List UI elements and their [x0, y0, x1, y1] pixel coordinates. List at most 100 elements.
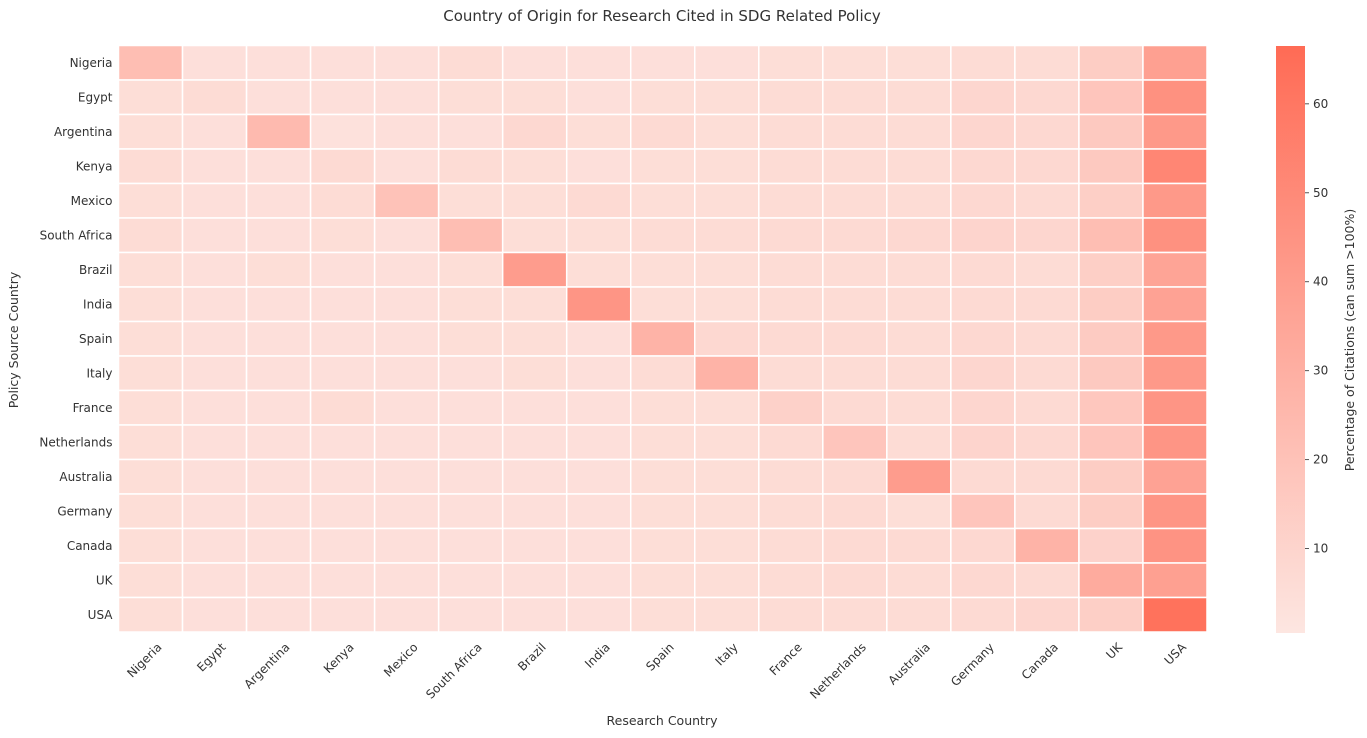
heatmap-cell: [950, 251, 1016, 288]
heatmap-cell: [950, 182, 1016, 219]
heatmap-cell: [181, 355, 248, 392]
heatmap-cell: [181, 79, 248, 116]
heatmap-cell: [629, 389, 696, 426]
heatmap-cell: [1078, 527, 1144, 564]
heatmap-cell: [694, 286, 760, 323]
heatmap-cell: [501, 458, 568, 495]
y-tick-label: France: [73, 401, 113, 415]
heatmap-cell: [1014, 79, 1080, 116]
heatmap-cell: [373, 527, 440, 564]
heatmap-cell: [245, 562, 312, 599]
heatmap-cell: [950, 355, 1016, 392]
heatmap-cell: [822, 562, 888, 599]
heatmap-cell: [501, 182, 568, 219]
heatmap-cell: [245, 389, 312, 426]
heatmap-cell: [181, 527, 248, 564]
heatmap-cell: [1142, 562, 1208, 599]
heatmap-cell: [373, 44, 440, 81]
heatmap-cell: [1078, 320, 1144, 357]
y-tick-label: USA: [88, 608, 114, 622]
heatmap-cell: [886, 113, 952, 150]
heatmap-cell: [373, 493, 440, 530]
heatmap-cell: [181, 424, 248, 461]
heatmap-cell: [822, 148, 888, 185]
x-tick-label: Egypt: [194, 640, 229, 675]
y-tick-label: Netherlands: [39, 435, 112, 449]
colorbar-tick-label: 60: [1313, 97, 1328, 111]
heatmap-cell: [309, 44, 376, 81]
heatmap-cell: [694, 527, 760, 564]
heatmap-cell: [373, 458, 440, 495]
heatmap-cell: [886, 527, 952, 564]
heatmap-cell: [309, 389, 376, 426]
heatmap-cell: [1078, 493, 1144, 530]
heatmap-cell: [373, 251, 440, 288]
heatmap-cell: [501, 562, 568, 599]
heatmap-cell: [117, 355, 184, 392]
heatmap-cell: [437, 217, 504, 254]
x-tick-label: Germany: [948, 640, 997, 689]
heatmap-cell: [373, 424, 440, 461]
heatmap-cell: [117, 320, 184, 357]
heatmap-cell: [694, 217, 760, 254]
heatmap-cell: [181, 493, 248, 530]
heatmap-cell: [117, 44, 184, 81]
x-axis-label: Research Country: [607, 713, 719, 728]
heatmap-cell: [501, 44, 568, 81]
x-tick-label: Netherlands: [807, 640, 869, 702]
heatmap-cell: [437, 424, 504, 461]
y-tick-label: Mexico: [71, 194, 113, 208]
y-tick-label: Italy: [86, 366, 112, 380]
heatmap-cell: [565, 458, 632, 495]
x-tick-label: Canada: [1019, 640, 1061, 682]
heatmap-cell: [565, 424, 632, 461]
heatmap-cell: [309, 527, 376, 564]
y-tick-label: Spain: [79, 332, 113, 346]
heatmap-cell: [1142, 355, 1208, 392]
heatmap-cell: [822, 596, 888, 633]
heatmap-cells: [117, 44, 1208, 633]
heatmap-cell: [758, 79, 824, 116]
heatmap-cell: [822, 251, 888, 288]
x-tick-label: Spain: [643, 640, 677, 674]
heatmap-cell: [822, 493, 888, 530]
heatmap-cell: [694, 493, 760, 530]
heatmap-cell: [501, 355, 568, 392]
heatmap-cell: [437, 596, 504, 633]
heatmap-cell: [181, 148, 248, 185]
heatmap-cell: [822, 113, 888, 150]
heatmap-cell: [1142, 148, 1208, 185]
heatmap-cell: [886, 182, 952, 219]
heatmap-cell: [886, 562, 952, 599]
heatmap-cell: [629, 217, 696, 254]
heatmap-cell: [629, 251, 696, 288]
y-tick-label: Nigeria: [70, 56, 113, 70]
heatmap-cell: [758, 44, 824, 81]
heatmap-cell: [309, 113, 376, 150]
heatmap-cell: [565, 251, 632, 288]
heatmap-cell: [1078, 182, 1144, 219]
colorbar: [1276, 46, 1305, 633]
heatmap-cell: [694, 44, 760, 81]
heatmap-cell: [1078, 148, 1144, 185]
heatmap-cell: [565, 493, 632, 530]
heatmap-cell: [373, 113, 440, 150]
heatmap-cell: [501, 79, 568, 116]
heatmap-cell: [694, 596, 760, 633]
heatmap-cell: [694, 355, 760, 392]
heatmap-cell: [437, 286, 504, 323]
colorbar-tick-label: 20: [1313, 453, 1328, 467]
heatmap-cell: [117, 148, 184, 185]
heatmap-cell: [309, 562, 376, 599]
heatmap-cell: [1142, 44, 1208, 81]
heatmap-cell: [565, 286, 632, 323]
heatmap-cell: [181, 44, 248, 81]
heatmap-cell: [181, 320, 248, 357]
heatmap-cell: [181, 389, 248, 426]
x-tick-label: Mexico: [381, 640, 421, 680]
x-tick-label: UK: [1103, 639, 1125, 661]
heatmap-cell: [501, 217, 568, 254]
heatmap-cell: [181, 562, 248, 599]
heatmap-cell: [758, 424, 824, 461]
heatmap-cell: [950, 527, 1016, 564]
